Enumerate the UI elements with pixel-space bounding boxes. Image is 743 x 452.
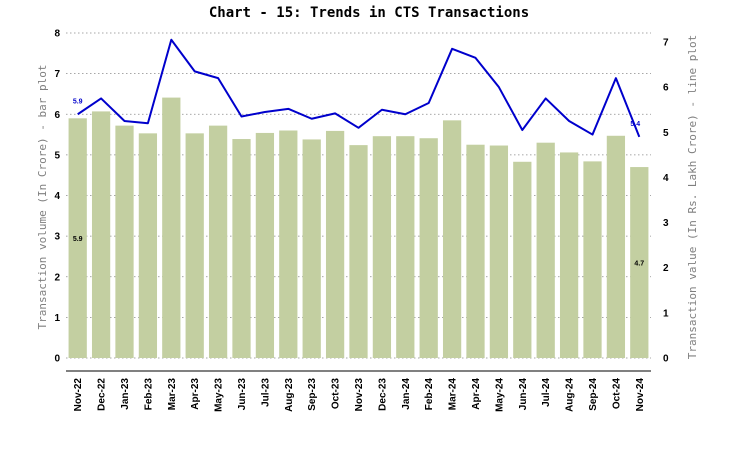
right-axis-title: Transaction value (In Rs. Lakh Crore) - …	[686, 35, 699, 360]
left-tick-label: 0	[54, 354, 60, 365]
bar	[255, 132, 275, 358]
right-tick-label: 1	[663, 308, 669, 319]
x-tick-label: Aug-23	[284, 378, 295, 412]
left-tick-label: 7	[54, 69, 60, 80]
x-tick-label: Oct-24	[611, 378, 622, 410]
bar	[583, 161, 602, 358]
x-tick-label: May-23	[214, 378, 225, 412]
bar	[325, 130, 345, 358]
bar	[489, 145, 509, 358]
x-tick-label: May-24	[494, 378, 505, 412]
x-tick-label: Jun-24	[518, 378, 529, 411]
left-tick-label: 8	[54, 29, 60, 40]
x-tick-label: Mar-24	[448, 378, 459, 411]
right-tick-label: 3	[663, 218, 669, 229]
bar	[232, 139, 251, 358]
bar	[536, 142, 555, 358]
bar	[302, 139, 321, 358]
bar	[91, 111, 111, 358]
line-path	[77, 38, 641, 138]
bar	[115, 125, 134, 358]
left-tick-label: 1	[54, 313, 60, 324]
bar-label-first: 5.9	[73, 236, 83, 243]
x-tick-label: Nov-22	[73, 378, 84, 412]
bar	[419, 138, 438, 358]
left-tick-label: 6	[54, 110, 60, 121]
line-series	[77, 38, 641, 138]
right-tick-label: 5	[663, 128, 669, 139]
x-tick-label: Jun-23	[237, 378, 248, 411]
right-tick-label: 4	[663, 173, 669, 184]
x-tick-label: Dec-23	[377, 378, 388, 411]
bar	[442, 120, 462, 358]
bar	[208, 125, 228, 358]
left-tick-label: 3	[54, 232, 60, 243]
x-tick-label: Sep-23	[307, 378, 318, 411]
right-tick-label: 6	[663, 83, 669, 94]
bar	[396, 136, 415, 358]
bar	[138, 133, 158, 358]
x-tick-label: Apr-24	[471, 378, 482, 410]
bar	[372, 136, 392, 358]
bar	[466, 144, 485, 358]
axes: 0 1 2 3 4 5 6 7 8 0 1 2 3 4 5 6 7 Nov-22 Dec-22 Jan-23 Feb-2…	[54, 29, 669, 412]
bar	[606, 135, 626, 358]
left-tick-label: 2	[54, 272, 60, 283]
x-tick-label: Sep-24	[588, 378, 599, 411]
x-tick-label: Nov-23	[354, 378, 365, 412]
x-tick-label: Jul-23	[260, 378, 271, 407]
x-tick-label: Jan-23	[120, 378, 131, 410]
x-tick-label: Oct-23	[331, 378, 342, 410]
right-tick-label: 0	[663, 354, 669, 365]
bar	[630, 167, 649, 358]
x-tick-label: Feb-24	[424, 378, 435, 411]
line-label-first: 5.9	[73, 98, 83, 105]
bar	[68, 118, 87, 358]
x-tick-label: Apr-23	[190, 378, 201, 410]
right-tick-label: 7	[663, 38, 669, 49]
bar	[162, 97, 181, 358]
data-labels: 5.9 4.7 5.9 5.4	[73, 98, 644, 267]
left-axis-title: Transaction volume (In Crore) - bar plot	[36, 65, 49, 330]
bar	[349, 145, 368, 358]
bar	[185, 133, 204, 358]
chart-title: Chart - 15: Trends in CTS Transactions	[209, 5, 529, 21]
x-tick-label: Jul-24	[541, 378, 552, 407]
x-tick-label: Mar-23	[167, 378, 178, 411]
left-tick-label: 4	[54, 191, 60, 202]
bar-label-last: 4.7	[634, 261, 644, 268]
x-tick-label: Aug-24	[565, 378, 576, 412]
bar	[279, 130, 298, 358]
line-label-last: 5.4	[630, 121, 640, 128]
left-tick-label: 5	[54, 150, 60, 161]
bar-series	[68, 97, 649, 358]
x-tick-label: Jan-24	[401, 378, 412, 410]
bar	[559, 152, 579, 358]
bar	[513, 161, 532, 358]
right-tick-label: 2	[663, 263, 669, 274]
x-tick-label: Feb-23	[143, 378, 154, 411]
x-tick-label: Nov-24	[635, 378, 646, 412]
x-tick-label: Dec-22	[97, 378, 108, 411]
